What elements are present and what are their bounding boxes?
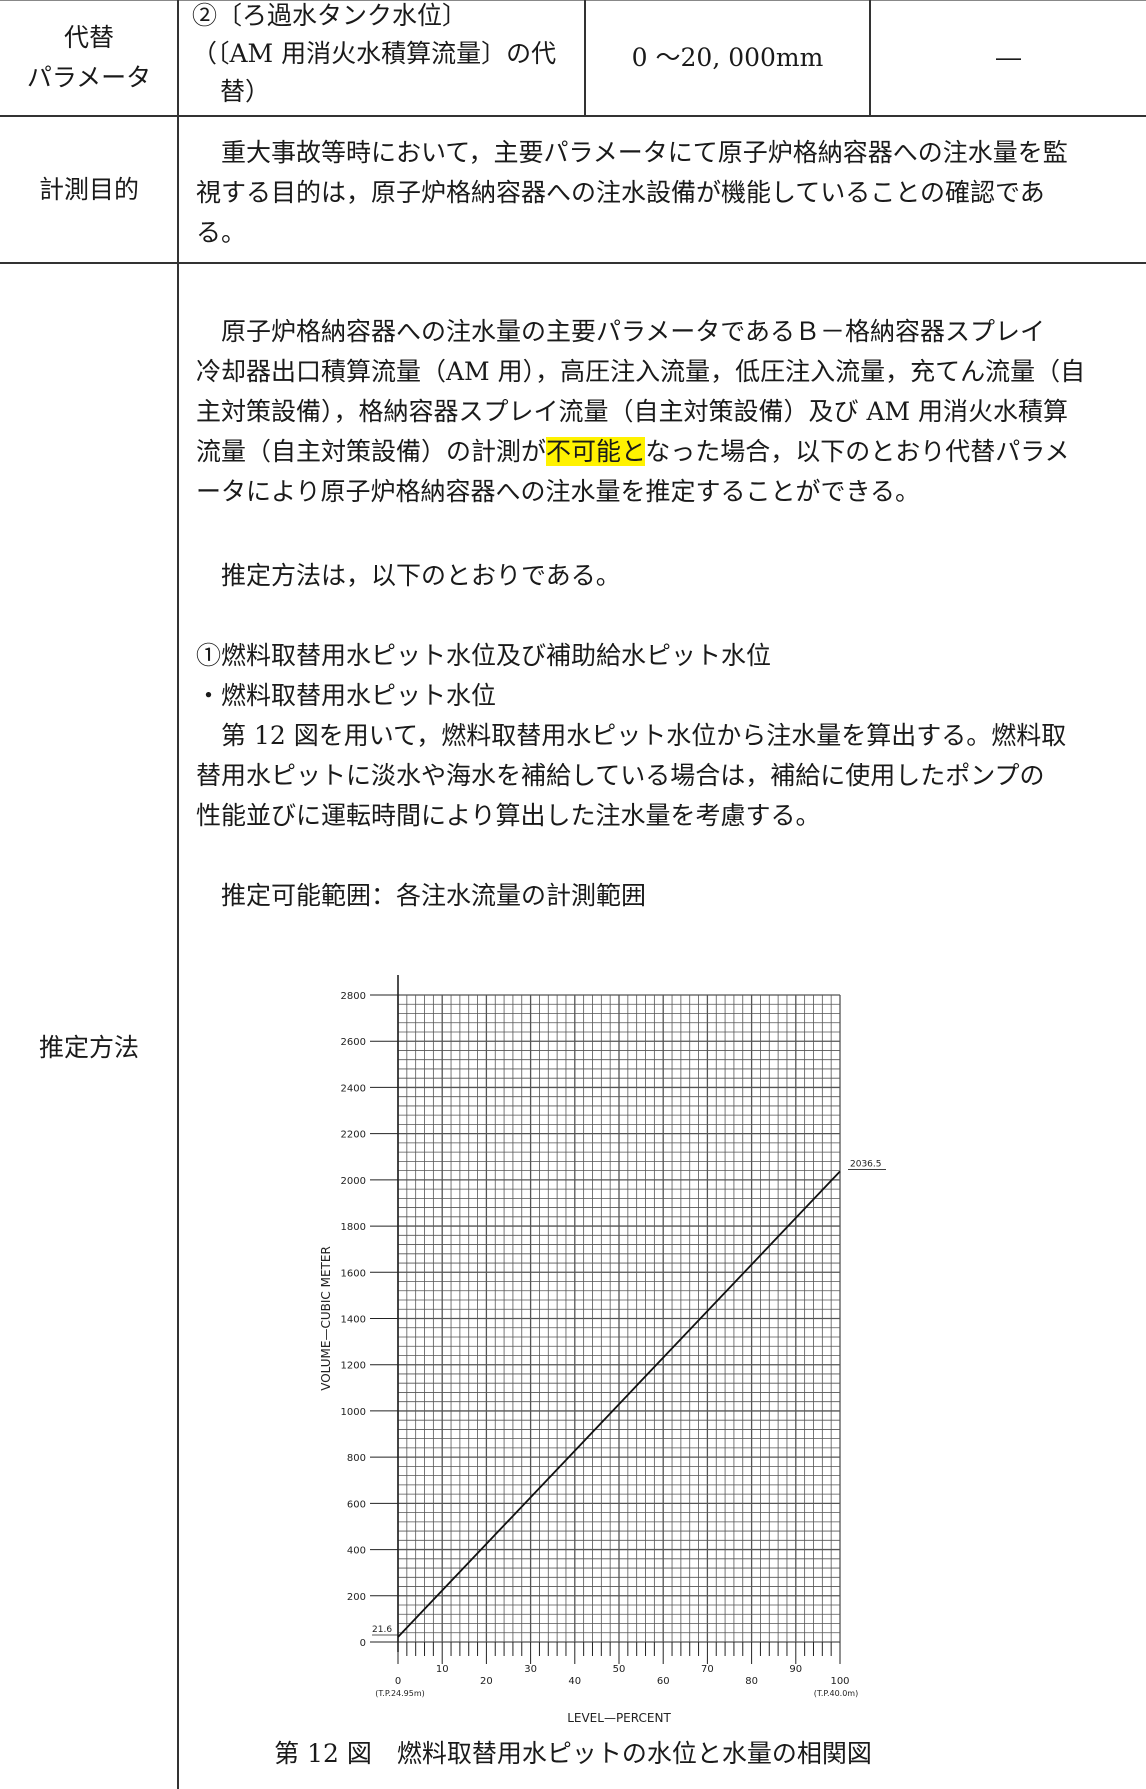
x-tick-label: 40	[568, 1676, 581, 1687]
item-heading: ①燃料取替用水ピット水位及び補助給水ピット水位	[196, 636, 1126, 676]
text-line: る。	[196, 213, 1126, 253]
estimation-paragraph-2: 推定方法は，以下のとおりである。	[196, 556, 1126, 596]
x-tick-label: 20	[480, 1676, 493, 1687]
text-line: 性能並びに運転時間により算出した注水量を考慮する。	[196, 796, 1126, 836]
end-value-label: 2036.5	[850, 1159, 882, 1169]
y-tick-label: 800	[347, 1453, 366, 1464]
x-tick-label: 70	[701, 1664, 714, 1675]
text-line: 替用水ピットに淡水や海水を補給している場合は，補給に使用したポンプの	[196, 756, 1126, 796]
x-tick-label: 50	[613, 1664, 626, 1675]
row-label-measurement-purpose: 計測目的	[0, 170, 178, 210]
x-tick-label: 30	[524, 1664, 537, 1675]
text-line: 流量（自主対策設備）の計測が不可能となった場合，以下のとおり代替パラメ	[196, 432, 1126, 472]
x-tick-label: 10	[436, 1664, 449, 1675]
y-tick-label: 1200	[341, 1361, 366, 1372]
figure-caption: 第 12 図 燃料取替用水ピットの水位と水量の相関図	[0, 1736, 1146, 1772]
y-tick-label: 2000	[341, 1176, 366, 1187]
y-tick-label: 0	[360, 1638, 366, 1649]
y-axis-label: VOLUME—CUBIC METER	[319, 1246, 333, 1391]
x-tick-label: 60	[657, 1676, 670, 1687]
estimable-range: 推定可能範囲：各注水流量の計測範囲	[196, 876, 1126, 916]
estimation-paragraph-3: 第 12 図を用いて，燃料取替用水ピット水位から注水量を算出する。燃料取 替用水…	[196, 716, 1126, 836]
y-tick-label: 1400	[341, 1315, 366, 1326]
highlighted-text: 不可能と	[546, 437, 645, 466]
text-span: なった場合，以下のとおり代替パラメ	[645, 437, 1069, 466]
parameter-name: ②〔ろ過水タンク水位〕 （〔AM 用消火水積算流量〕の代 替）	[192, 0, 582, 111]
row-divider	[0, 262, 1146, 264]
text-line: 原子炉格納容器への注水量の主要パラメータであるＢ－格納容器スプレイ	[196, 312, 1126, 352]
text-line: 視する目的は，原子炉格納容器への注水設備が機能していることの確認であ	[196, 173, 1126, 213]
row-label-alternate-parameter: 代替 パラメータ	[0, 18, 178, 98]
text-line: 重大事故等時において，主要パラメータにて原子炉格納容器への注水量を監	[196, 133, 1126, 173]
y-tick-label: 2200	[341, 1130, 366, 1141]
label-line: 代替	[0, 18, 178, 58]
x-end-note: (T.P.40.0m)	[814, 1689, 858, 1698]
text-line: 主対策設備），格納容器スプレイ流量（自主対策設備）及び AM 用消火水積算	[196, 392, 1126, 432]
range-dash: ―	[871, 38, 1146, 78]
x-tick-label: 80	[745, 1676, 758, 1687]
param-line: （〔AM 用消火水積算流量〕の代	[192, 35, 582, 73]
y-tick-label: 400	[347, 1546, 366, 1557]
label-line: パラメータ	[0, 58, 178, 98]
y-tick-label: 1800	[341, 1222, 366, 1233]
y-tick-label: 200	[347, 1592, 366, 1603]
param-line: 替）	[192, 73, 582, 111]
text-span: 流量（自主対策設備）の計測が	[196, 437, 546, 466]
x-tick-label: 100	[830, 1676, 849, 1687]
measurement-purpose-text: 重大事故等時において，主要パラメータにて原子炉格納容器への注水量を監 視する目的…	[196, 133, 1126, 253]
estimation-paragraph-1: 原子炉格納容器への注水量の主要パラメータであるＢ－格納容器スプレイ 冷却器出口積…	[196, 312, 1126, 512]
x-tick-label: 0	[395, 1676, 401, 1687]
param-line: ②〔ろ過水タンク水位〕	[192, 0, 582, 35]
y-tick-label: 2800	[341, 991, 366, 1002]
level-volume-chart: 0200400600800100012001400160018002000220…	[300, 945, 940, 1735]
row-divider	[0, 115, 1146, 117]
text-line: ータにより原子炉格納容器への注水量を推定することができる。	[196, 472, 1126, 512]
column-divider	[177, 0, 179, 1789]
y-tick-label: 2400	[341, 1083, 366, 1094]
y-tick-label: 600	[347, 1499, 366, 1510]
text-line: 第 12 図を用いて，燃料取替用水ピット水位から注水量を算出する。燃料取	[196, 716, 1126, 756]
measurement-range: 0 ～20, 000mm	[586, 38, 869, 78]
x-start-note: (T.P.24.95m)	[375, 1689, 425, 1698]
start-value-label: 21.6	[372, 1625, 392, 1635]
y-tick-label: 1000	[341, 1407, 366, 1418]
x-axis-label: LEVEL—PERCENT	[567, 1711, 671, 1725]
y-tick-label: 1600	[341, 1268, 366, 1279]
x-tick-label: 90	[789, 1664, 802, 1675]
text-line: 冷却器出口積算流量（AM 用），高圧注入流量，低圧注入流量，充てん流量（自	[196, 352, 1126, 392]
y-tick-label: 2600	[341, 1037, 366, 1048]
item-bullet: ・燃料取替用水ピット水位	[196, 676, 1126, 716]
row-label-estimation-method: 推定方法	[0, 1028, 178, 1068]
